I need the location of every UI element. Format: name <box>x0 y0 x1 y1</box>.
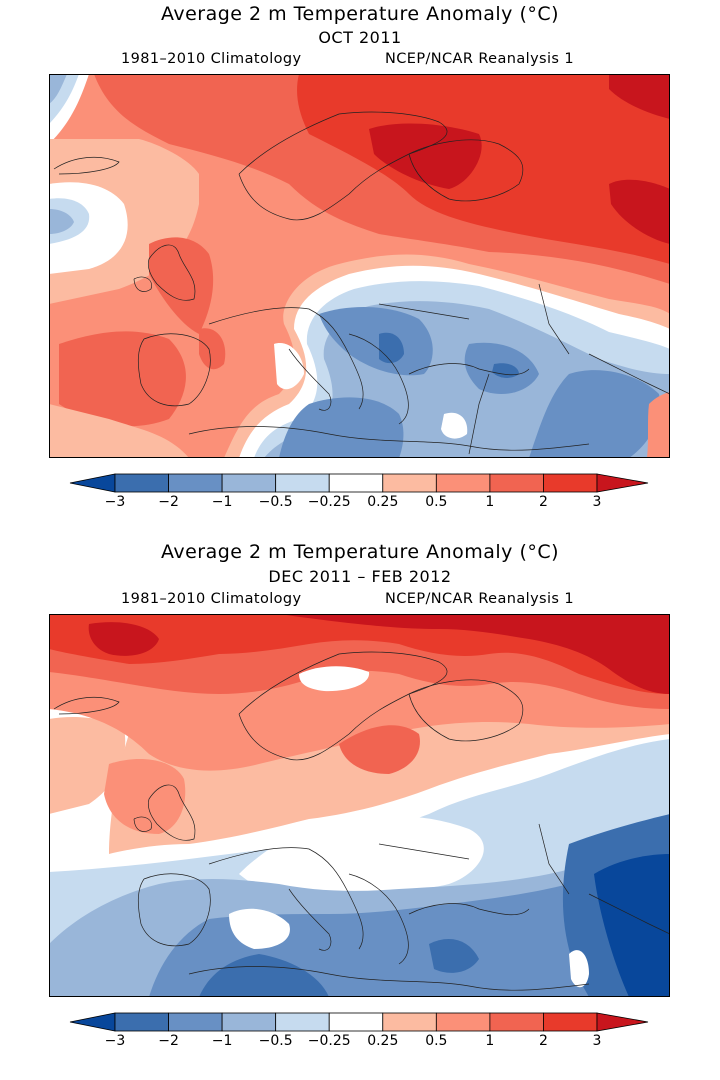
colorbar-tick-label: 3 <box>593 1033 602 1049</box>
field-band-neutral <box>569 950 589 988</box>
colorbar-segment <box>489 473 544 493</box>
field-band--1--0.5 <box>49 209 74 234</box>
panel2-climatology: 1981–2010 Climatology <box>121 591 302 607</box>
panel2-title: Average 2 m Temperature Anomaly (°C) <box>160 541 560 563</box>
colorbar-tick-label: −0.5 <box>259 494 293 510</box>
field-band-gt3 <box>609 74 670 119</box>
panel1-source: NCEP/NCAR Reanalysis 1 <box>385 51 575 67</box>
anomaly-map-djf-2011-2012 <box>49 614 670 997</box>
field-band--2--1 <box>529 370 660 458</box>
panel1-title: Average 2 m Temperature Anomaly (°C) <box>160 3 560 25</box>
colorbar-segment <box>328 1012 384 1032</box>
field-band-neutral <box>229 908 290 949</box>
coastlines <box>53 111 670 455</box>
colorbar-tick-label: 3 <box>593 494 602 510</box>
colorbar-tick-label: −2 <box>158 1033 179 1049</box>
map-frame <box>49 614 670 997</box>
colorbar-arrow-low <box>69 1012 116 1032</box>
coastlines <box>53 651 670 991</box>
map-frame <box>49 74 670 458</box>
field-band-0.25-0.5 <box>49 404 189 458</box>
colorbar-tick-label: −1 <box>212 1033 233 1049</box>
colorbar-arrow-high <box>596 1012 649 1032</box>
colorbar-tick-label: 0.25 <box>367 1033 398 1049</box>
field-band-0.25-0.5 <box>49 614 126 814</box>
panel1-climatology: 1981–2010 Climatology <box>121 51 302 67</box>
field-band-gt3 <box>609 179 670 244</box>
colorbar-segment <box>543 473 598 493</box>
field-band--2--1 <box>279 397 404 458</box>
colorbar-segment <box>435 1012 491 1032</box>
field-band--3--2 <box>379 332 404 364</box>
colorbar-tick-label: −1 <box>212 494 233 510</box>
colorbar-segment <box>114 473 169 493</box>
field-band-0.5-1 <box>104 759 186 834</box>
colorbar-tick-label: 1 <box>485 494 494 510</box>
colorbar-arrow-low <box>69 473 116 493</box>
colorbar-panel2: −3 −2 −1 −0.5 −0.25 0.25 0.5 1 2 3 <box>69 1012 649 1049</box>
colorbar-segment <box>168 473 223 493</box>
colorbar-tick-label: 0.25 <box>367 494 398 510</box>
colorbar-arrow-high <box>596 473 649 493</box>
anomaly-map-oct-2011 <box>49 74 670 458</box>
field-band-neutral <box>299 666 370 692</box>
colorbar-segment <box>221 473 277 493</box>
colorbar-segment <box>114 1012 169 1032</box>
field-band-gt3 <box>88 622 159 656</box>
colorbar-segment <box>328 473 384 493</box>
field-band--3--2 <box>199 954 329 997</box>
panel2-source: NCEP/NCAR Reanalysis 1 <box>385 591 575 607</box>
panel2-period: DEC 2011 – FEB 2012 <box>268 567 452 586</box>
colorbar-panel1: −3 −2 −1 −0.5 −0.25 0.25 0.5 1 2 3 <box>69 473 649 510</box>
field-band-neutral <box>239 816 484 897</box>
field-band-gt3 <box>369 123 482 189</box>
field-band-1-2 <box>339 725 420 774</box>
colorbar-tick-label: 1 <box>485 1033 494 1049</box>
field-band--3--2 <box>492 363 519 378</box>
colorbar-tick-label: −2 <box>158 494 179 510</box>
field-band-0.5-1 <box>647 392 670 458</box>
field-band--2--1 <box>319 307 433 376</box>
field-band-1-2 <box>149 237 214 334</box>
field-band-2-3 <box>297 74 670 264</box>
colorbar-tick-label: −3 <box>105 1033 126 1049</box>
colorbar-segment <box>275 1012 330 1032</box>
colorbar-segment <box>489 1012 544 1032</box>
colorbar-tick-label: 0.5 <box>425 494 447 510</box>
colorbar-tick-label: 0.5 <box>425 1033 447 1049</box>
colorbar-tick-label: 2 <box>539 494 548 510</box>
colorbar-tick-label: −0.5 <box>259 1033 293 1049</box>
field-band-1-2 <box>59 331 186 427</box>
colorbar-segment <box>275 473 330 493</box>
colorbar-segment <box>382 473 437 493</box>
colorbar-segment <box>382 1012 437 1032</box>
field-band--1--0.5 <box>49 74 67 104</box>
field-band-neutral <box>274 343 304 390</box>
colorbar-segment <box>435 473 491 493</box>
panel1-period: OCT 2011 <box>318 28 402 47</box>
colorbar-tick-label: −3 <box>105 494 126 510</box>
colorbar-tick-label: −0.25 <box>308 1033 351 1049</box>
colorbar-segment <box>221 1012 277 1032</box>
colorbar-segment <box>168 1012 223 1032</box>
field-band-neutral <box>441 412 468 439</box>
colorbar-tick-label: −0.25 <box>308 494 351 510</box>
colorbar-tick-label: 2 <box>539 1033 548 1049</box>
field-band-1-2 <box>199 328 226 370</box>
field-band-lt-3 <box>594 854 670 997</box>
colorbar-segment <box>543 1012 598 1032</box>
field-band-gt3 <box>279 614 670 694</box>
field-band--3--2 <box>429 939 479 973</box>
field-band--2--1 <box>149 839 670 997</box>
